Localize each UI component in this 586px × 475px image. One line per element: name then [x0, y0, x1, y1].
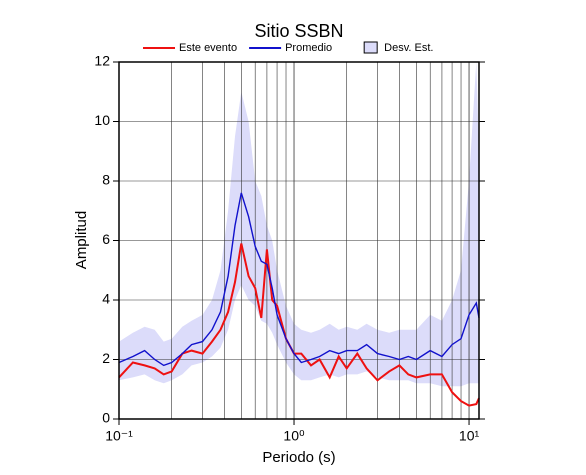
legend-item: Promedio: [249, 42, 332, 54]
legend-item: Este evento: [143, 42, 237, 54]
y-tick-label: 12: [94, 53, 110, 69]
legend-label: Este evento: [179, 42, 237, 54]
y-tick-label: 0: [102, 410, 110, 426]
legend-item: Desv. Est.: [363, 41, 433, 54]
legend-label: Desv. Est.: [384, 42, 433, 54]
x-tick-label: 10¹: [459, 428, 480, 444]
y-tick-label: 2: [102, 350, 110, 366]
y-axis-label: Amplitud: [73, 211, 90, 269]
chart-title: Sitio SSBN: [254, 21, 343, 41]
plot-frame: [118, 61, 480, 420]
x-axis-label: Periodo (s): [262, 449, 335, 466]
x-tick-label: 10⁻¹: [105, 428, 133, 444]
legend-swatch: [363, 41, 378, 54]
series-line: [118, 192, 480, 367]
std-band: [119, 62, 479, 387]
y-tick-label: 10: [94, 112, 110, 128]
y-tick-label: 4: [102, 291, 110, 307]
y-tick-label: 6: [102, 231, 110, 247]
y-tick-label: 8: [102, 172, 110, 188]
legend-label: Promedio: [285, 42, 332, 54]
x-tick-label: 10⁰: [283, 428, 305, 444]
